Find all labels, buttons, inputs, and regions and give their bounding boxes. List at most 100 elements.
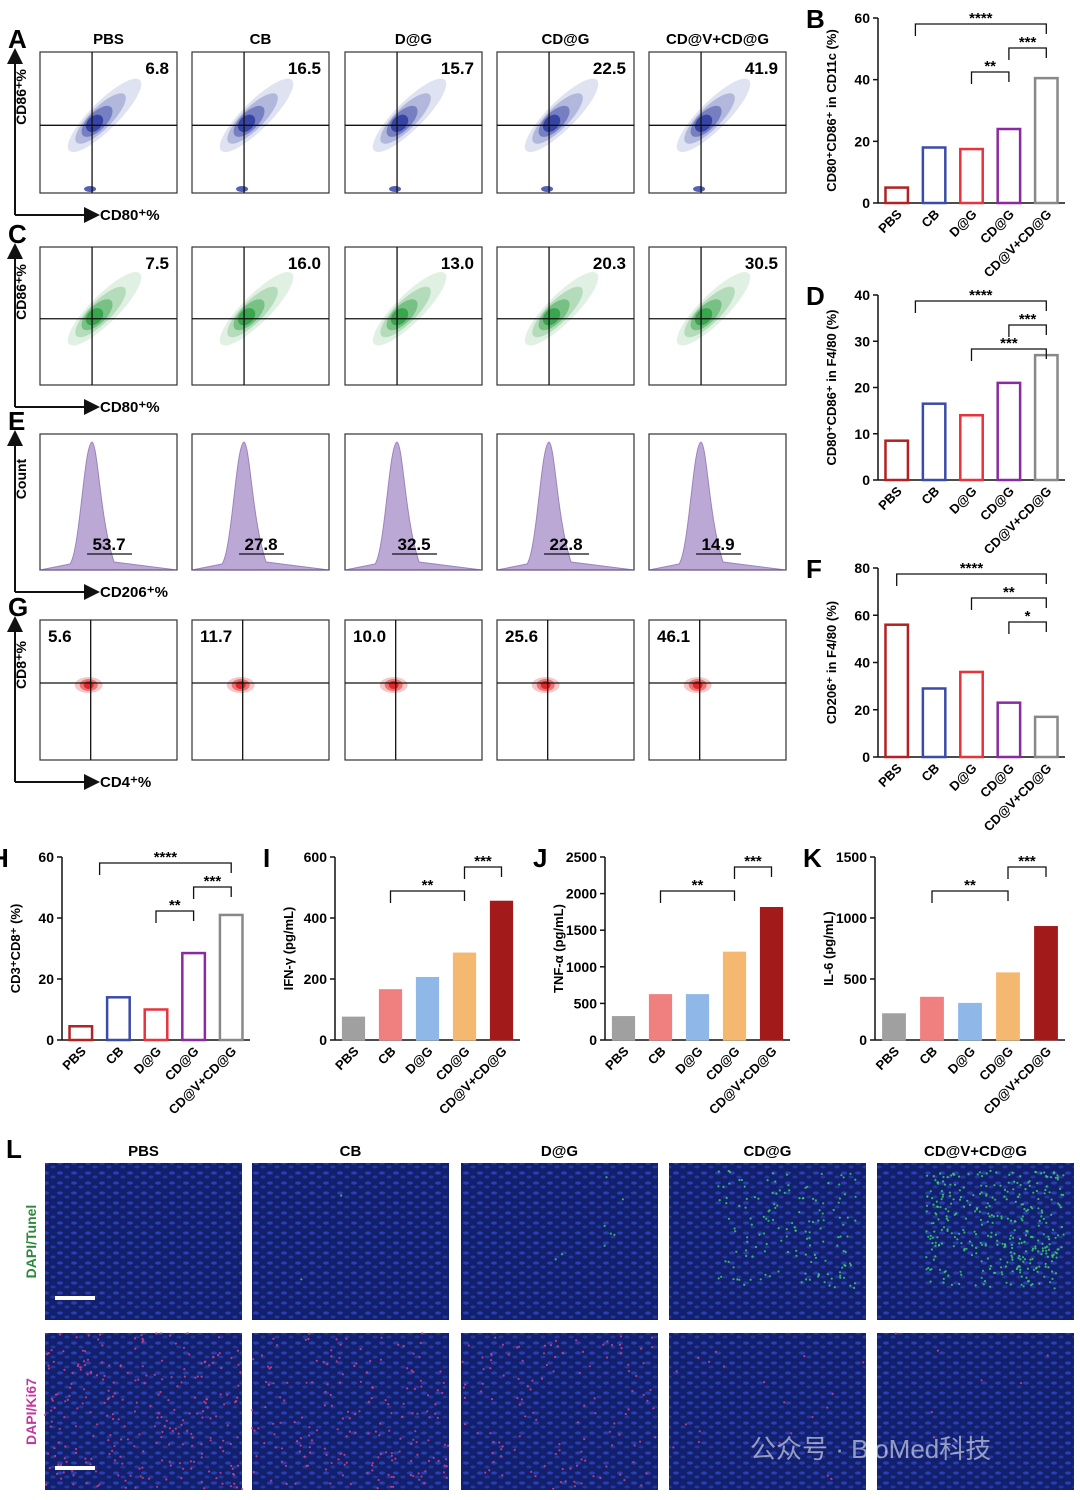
stain-dot [775,1192,778,1195]
stain-dot [766,1179,769,1182]
stain-dot [237,1464,240,1467]
stain-dot [1054,1176,1057,1179]
stain-dot [942,1175,945,1179]
stain-dot [211,1361,215,1364]
stain-dot [594,1412,597,1415]
stain-dot [885,1450,888,1453]
stain-dot [942,1226,946,1229]
stain-dot [980,1243,984,1246]
gate-percentage: 25.6 [505,627,538,646]
stain-dot [942,1277,945,1280]
significance-bracket [659,890,736,903]
stain-dot [445,1465,448,1468]
stain-dot [217,1336,221,1339]
stain-dot [609,1232,612,1235]
stain-dot [153,1425,156,1428]
stain-dot [107,1389,110,1392]
stain-dot [219,1393,222,1396]
stain-dot [108,1452,111,1456]
stain-dot [239,1371,242,1374]
x-tick-label: CB [918,484,942,508]
stain-dot [580,1482,583,1485]
stain-dot [1009,1251,1013,1254]
stain-dot [926,1174,929,1177]
stain-dot [279,1421,282,1424]
stain-dot [986,1220,989,1223]
column-header: D@G [541,1143,578,1160]
stain-dot [1026,1208,1030,1211]
stain-dot [189,1460,192,1463]
stain-dot [930,1248,934,1251]
stain-dot [86,1373,89,1376]
stain-dot [1031,1247,1035,1250]
column-header: D@G [395,31,432,48]
gate-percentage: 22.8 [550,535,583,554]
stain-dot [984,1243,987,1246]
gate-percentage: 53.7 [93,535,126,554]
stain-dot [112,1417,115,1421]
stain-dot [573,1485,577,1488]
stain-dot [300,1416,304,1419]
panel-label: H [0,843,9,873]
stain-dot [1006,1190,1009,1193]
stain-dot [545,1363,549,1367]
stain-dot [932,1203,935,1206]
y-axis-label: CD206⁺ in F4/80 (%) [824,601,839,724]
bar [921,146,947,205]
stain-dot [989,1235,993,1238]
stain-dot [791,1221,794,1225]
stain-dot [619,1352,623,1355]
stain-dot [985,1185,988,1188]
stain-dot [627,1370,631,1373]
stain-dot [959,1270,962,1273]
stain-dot [605,1465,608,1468]
x-tick-label: D@G [945,1044,978,1077]
stain-dot [988,1204,991,1208]
stain-signal [925,1169,1065,1290]
panel-label: A [8,24,27,54]
stain-dot [1036,1270,1039,1273]
stain-dot [329,1393,332,1396]
y-tick-label: 10 [854,426,870,442]
stain-dot [237,1384,240,1387]
stain-dot [84,1457,87,1460]
stain-dot [397,1343,400,1346]
stain-dot [811,1220,815,1224]
stain-dot [993,1184,996,1187]
stain-dot [819,1227,822,1230]
stain-dot [200,1362,203,1365]
stain-dot [1032,1191,1035,1194]
stain-dot [960,1242,963,1245]
stain-dot [808,1244,812,1247]
y-tick-label: 40 [38,910,54,926]
stain-dot [139,1475,142,1478]
stain-dot [556,1345,559,1348]
stain-dot [1038,1219,1041,1222]
bar [959,147,984,205]
density-contour [85,308,104,326]
stain-dot [315,1359,318,1362]
stain-dot [732,1278,735,1281]
stain-dot [461,1360,464,1363]
stain-dot [991,1221,994,1224]
stain-dot [826,1406,829,1409]
stain-dot [1009,1283,1012,1286]
density-contour [694,308,713,326]
stain-dot [308,1332,311,1335]
stain-dot [108,1364,111,1367]
stain-dot [489,1432,492,1435]
stain-dot [52,1360,55,1363]
stain-dot [418,1478,421,1481]
x-tick-label: PBS [873,1043,903,1073]
stain-dot [931,1236,934,1239]
bar [685,994,710,1041]
stain-dot [862,1361,865,1364]
stain-signal [251,1332,450,1490]
stain-dot [308,1434,311,1437]
y-tick-label: 60 [854,607,870,623]
stain-dot [822,1202,825,1205]
stain-dot [186,1429,189,1432]
stain-dot [854,1282,857,1285]
stain-dot [345,1337,348,1340]
